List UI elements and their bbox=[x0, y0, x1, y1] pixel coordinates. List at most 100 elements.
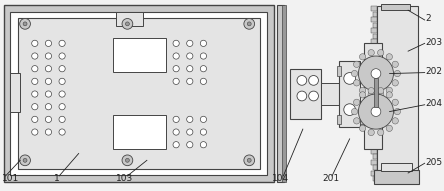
Text: 1: 1 bbox=[54, 174, 60, 183]
Circle shape bbox=[173, 66, 179, 72]
Text: 2: 2 bbox=[426, 15, 431, 23]
Circle shape bbox=[309, 75, 318, 85]
Circle shape bbox=[173, 142, 179, 148]
Bar bbox=[377, 6, 418, 182]
Circle shape bbox=[392, 80, 398, 86]
Circle shape bbox=[126, 22, 129, 26]
Bar bbox=[361, 115, 364, 124]
Circle shape bbox=[386, 87, 392, 93]
Bar bbox=[371, 105, 377, 110]
Circle shape bbox=[173, 78, 179, 84]
Circle shape bbox=[297, 75, 307, 85]
Bar bbox=[337, 66, 341, 75]
Circle shape bbox=[186, 53, 193, 59]
Circle shape bbox=[23, 22, 27, 26]
Circle shape bbox=[45, 40, 52, 46]
Circle shape bbox=[309, 91, 318, 101]
Circle shape bbox=[368, 87, 374, 94]
Circle shape bbox=[377, 87, 384, 94]
Circle shape bbox=[20, 19, 31, 29]
Bar bbox=[371, 171, 377, 176]
Text: 202: 202 bbox=[426, 67, 443, 76]
Circle shape bbox=[186, 40, 193, 46]
Circle shape bbox=[371, 107, 381, 117]
Circle shape bbox=[377, 129, 384, 136]
Circle shape bbox=[377, 91, 384, 98]
Bar bbox=[381, 4, 410, 10]
Circle shape bbox=[45, 66, 52, 72]
Bar bbox=[371, 127, 377, 132]
Bar bbox=[364, 43, 382, 149]
Circle shape bbox=[358, 94, 393, 129]
Bar bbox=[11, 12, 267, 175]
Circle shape bbox=[200, 116, 206, 122]
Circle shape bbox=[59, 104, 65, 110]
Bar bbox=[373, 165, 377, 170]
Circle shape bbox=[200, 66, 206, 72]
Bar bbox=[371, 39, 377, 44]
Bar bbox=[339, 61, 361, 127]
Bar bbox=[373, 143, 377, 148]
Bar bbox=[290, 69, 321, 119]
Bar bbox=[373, 100, 377, 104]
Bar bbox=[381, 163, 412, 171]
Circle shape bbox=[244, 19, 254, 29]
Circle shape bbox=[186, 78, 193, 84]
Bar bbox=[373, 56, 377, 61]
Circle shape bbox=[32, 66, 38, 72]
Circle shape bbox=[186, 142, 193, 148]
Circle shape bbox=[32, 116, 38, 122]
Circle shape bbox=[360, 54, 366, 60]
Circle shape bbox=[173, 53, 179, 59]
Bar bbox=[373, 110, 377, 116]
Bar bbox=[11, 73, 20, 112]
Circle shape bbox=[297, 91, 307, 101]
Bar bbox=[371, 61, 377, 66]
Bar bbox=[4, 5, 274, 182]
Bar bbox=[321, 83, 339, 105]
Circle shape bbox=[377, 49, 384, 56]
Bar bbox=[371, 72, 377, 77]
Bar bbox=[373, 12, 377, 17]
Circle shape bbox=[45, 104, 52, 110]
Circle shape bbox=[45, 53, 52, 59]
Circle shape bbox=[59, 91, 65, 97]
Text: 204: 204 bbox=[426, 99, 443, 108]
Bar bbox=[373, 176, 377, 181]
Circle shape bbox=[200, 78, 206, 84]
Bar bbox=[373, 34, 377, 39]
Circle shape bbox=[45, 116, 52, 122]
Circle shape bbox=[186, 116, 193, 122]
Circle shape bbox=[23, 158, 27, 162]
Bar bbox=[374, 79, 378, 107]
Circle shape bbox=[351, 108, 358, 115]
Circle shape bbox=[186, 129, 193, 135]
Circle shape bbox=[392, 61, 398, 67]
Circle shape bbox=[368, 91, 374, 98]
Bar bbox=[337, 115, 341, 124]
Bar bbox=[371, 28, 377, 33]
Circle shape bbox=[353, 80, 360, 86]
Circle shape bbox=[32, 53, 38, 59]
Circle shape bbox=[386, 92, 392, 98]
Bar bbox=[371, 149, 377, 154]
Circle shape bbox=[344, 73, 356, 84]
Circle shape bbox=[358, 56, 393, 91]
Circle shape bbox=[59, 40, 65, 46]
Bar bbox=[18, 18, 260, 169]
Text: 101: 101 bbox=[2, 174, 19, 183]
Circle shape bbox=[32, 91, 38, 97]
Circle shape bbox=[32, 40, 38, 46]
Circle shape bbox=[371, 69, 381, 79]
Circle shape bbox=[32, 78, 38, 84]
Circle shape bbox=[247, 22, 251, 26]
Circle shape bbox=[173, 40, 179, 46]
Circle shape bbox=[122, 19, 133, 29]
Circle shape bbox=[200, 53, 206, 59]
Bar bbox=[373, 45, 377, 50]
Bar bbox=[373, 23, 377, 28]
Bar bbox=[371, 94, 377, 99]
Circle shape bbox=[386, 54, 392, 60]
Bar bbox=[277, 5, 284, 182]
Text: 103: 103 bbox=[116, 174, 133, 183]
